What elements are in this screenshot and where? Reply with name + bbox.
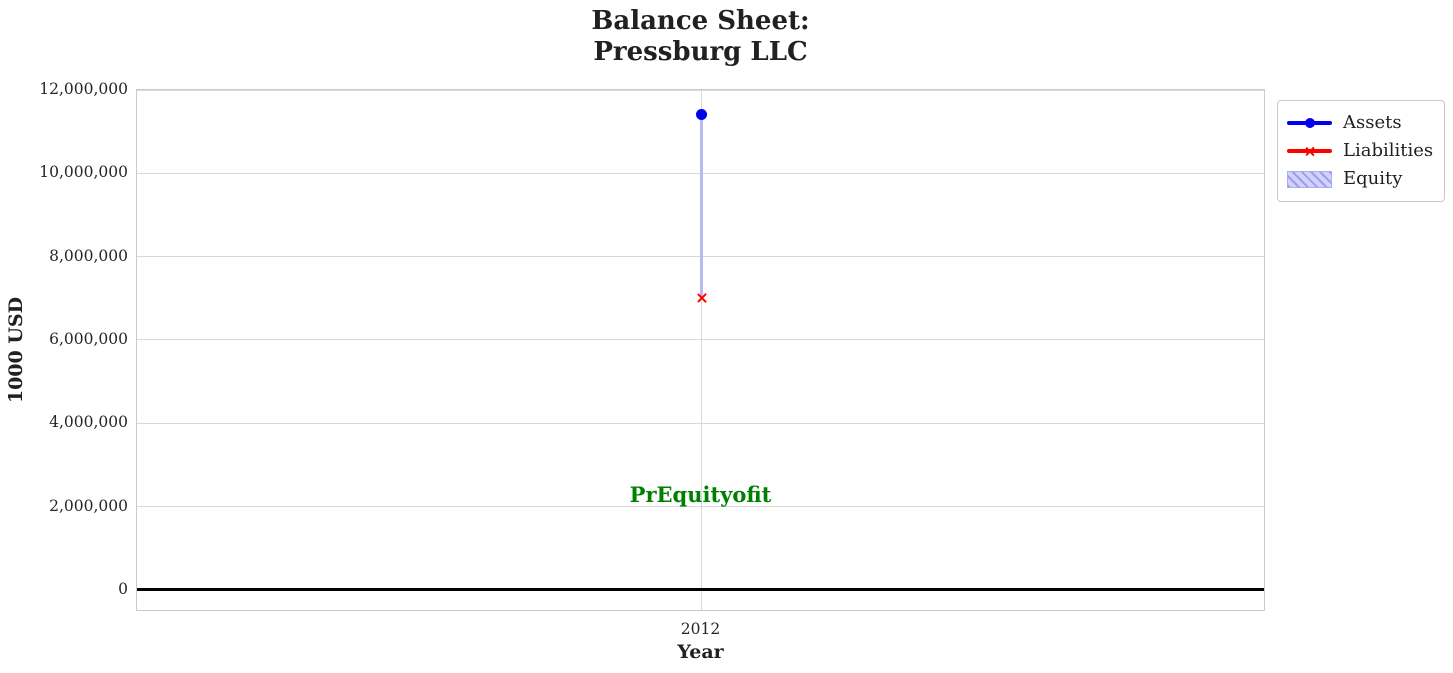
chart-title-line1: Balance Sheet: — [591, 6, 810, 36]
y-axis-label: 1000 USD — [5, 296, 27, 404]
legend-label-assets: Assets — [1343, 112, 1402, 133]
legend-label-equity: Equity — [1343, 168, 1403, 189]
gridline-y-6000000 — [137, 339, 1264, 341]
y-tick-label: 6,000,000 — [49, 329, 128, 348]
equity-hatch-patch-icon — [1287, 170, 1332, 188]
y-tick-label: 10,000,000 — [39, 163, 128, 182]
y-tick-label: 0 — [118, 579, 128, 598]
gridline-y-12000000 — [137, 89, 1264, 91]
zero-baseline — [137, 588, 1264, 592]
gridline-y-4000000 — [137, 422, 1264, 424]
legend: Assets Liabilities Equity — [1277, 100, 1445, 202]
y-tick-label: 2,000,000 — [49, 496, 128, 515]
legend-entry-assets: Assets — [1287, 109, 1434, 137]
assets-line-marker-icon — [1287, 114, 1332, 132]
x-axis-label: Year — [677, 641, 724, 663]
gridline-y-2000000 — [137, 506, 1264, 508]
y-tick-label: 8,000,000 — [49, 246, 128, 265]
y-tick-label: 12,000,000 — [39, 80, 128, 98]
legend-entry-equity: Equity — [1287, 165, 1434, 193]
liabilities-data-point — [696, 292, 708, 304]
gridline-x-2012 — [701, 90, 702, 610]
y-tick-label: 4,000,000 — [49, 413, 128, 432]
chart-annotation: PrEquityofit — [629, 482, 772, 508]
assets-data-point — [696, 109, 707, 121]
chart-title-line2: Pressburg LLC — [593, 37, 808, 67]
equity-bar — [700, 114, 703, 299]
x-tick-2012: 2012 — [680, 620, 721, 638]
liabilities-line-marker-icon — [1287, 142, 1332, 160]
legend-entry-liabilities: Liabilities — [1287, 137, 1434, 165]
plot-area — [136, 89, 1265, 611]
chart-title: Balance Sheet: Pressburg LLC — [136, 6, 1265, 68]
legend-label-liabilities: Liabilities — [1343, 140, 1434, 161]
